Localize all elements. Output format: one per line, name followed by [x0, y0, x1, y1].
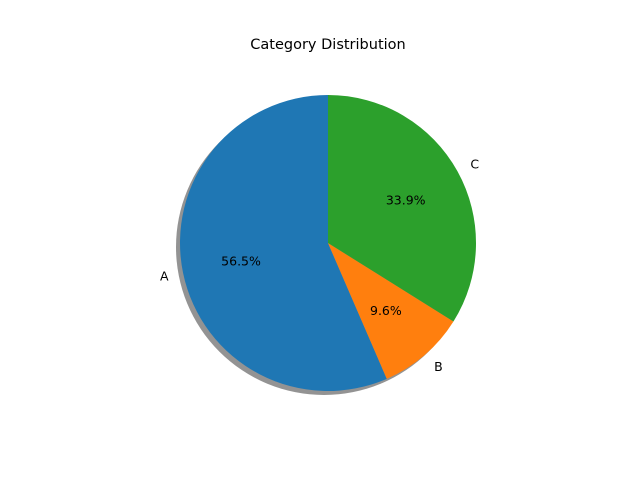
- pie-slice-layer: [180, 95, 476, 392]
- pie-percent-label-b: 9.6%: [370, 303, 402, 318]
- pie-category-label-a: A: [160, 269, 169, 284]
- chart-title: Category Distribution: [250, 37, 405, 53]
- pie-percent-label-a: 56.5%: [221, 254, 261, 269]
- pie-category-label-b: B: [434, 359, 443, 374]
- pie-percent-label-c: 33.9%: [386, 192, 426, 207]
- pie-slice-b: [328, 243, 454, 379]
- pie-category-label-c: C: [470, 157, 479, 172]
- pie-slice-a: [180, 95, 387, 392]
- pie-slice-c: [328, 95, 476, 322]
- pie-label-layer: 56.5% A 9.6% B 33.9% C: [160, 157, 479, 374]
